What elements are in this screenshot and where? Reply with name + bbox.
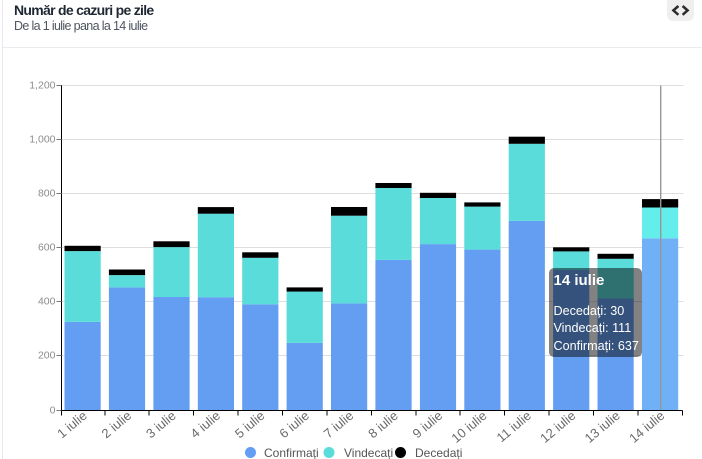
svg-text:4 iulie: 4 iulie [187, 408, 223, 441]
svg-text:Confirmați: Confirmați [264, 446, 319, 459]
svg-text:1,200: 1,200 [29, 79, 55, 91]
svg-text:5 iulie: 5 iulie [232, 408, 268, 441]
svg-text:14 iulie: 14 iulie [626, 408, 667, 446]
svg-text:400: 400 [38, 295, 56, 307]
svg-text:0: 0 [50, 404, 56, 416]
svg-text:600: 600 [38, 241, 56, 253]
svg-text:12 iulie: 12 iulie [537, 408, 578, 446]
svg-text:6 iulie: 6 iulie [276, 408, 312, 441]
svg-text:13 iulie: 13 iulie [582, 408, 623, 446]
svg-text:200: 200 [38, 349, 56, 361]
svg-text:800: 800 [38, 187, 56, 199]
svg-text:11 iulie: 11 iulie [494, 408, 534, 445]
svg-text:2 iulie: 2 iulie [99, 408, 135, 441]
svg-text:Decedați: Decedați [415, 446, 462, 459]
svg-text:3 iulie: 3 iulie [143, 408, 179, 441]
svg-text:9 iulie: 9 iulie [410, 408, 446, 441]
svg-text:1,000: 1,000 [29, 133, 55, 145]
svg-text:10 iulie: 10 iulie [448, 408, 489, 446]
svg-text:8 iulie: 8 iulie [365, 408, 401, 441]
svg-text:7 iulie: 7 iulie [321, 408, 357, 441]
svg-text:1 iulie: 1 iulie [54, 408, 90, 441]
svg-text:Vindecați: Vindecați [344, 446, 393, 459]
